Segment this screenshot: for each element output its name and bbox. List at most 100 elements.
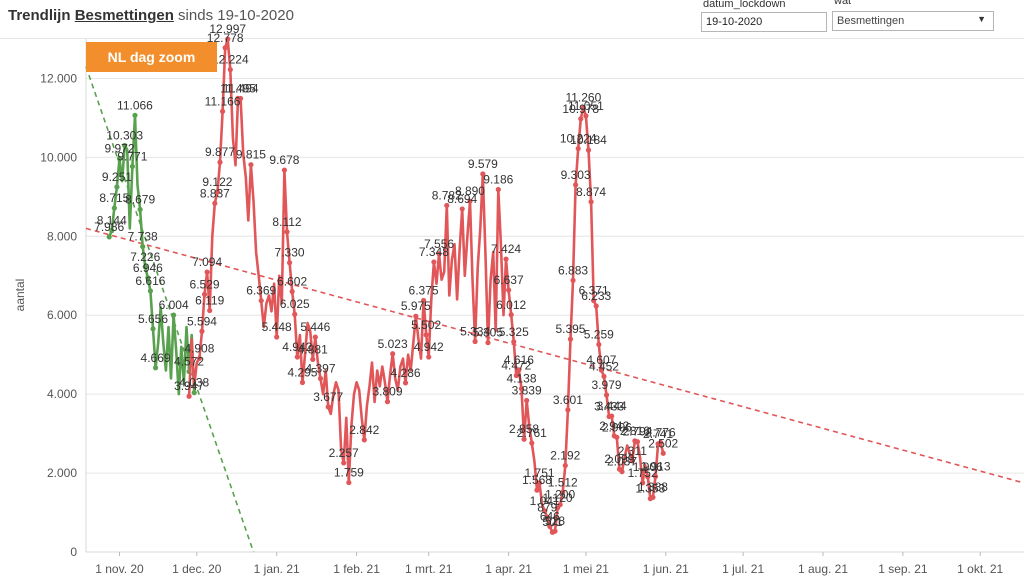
data-point [513, 372, 519, 379]
data-point [137, 206, 143, 213]
data-label: 6.529 [190, 277, 220, 291]
x-axis-ticks: 1 nov. 20 1 dec. 20 1 jan. 21 1 feb. 21 1 mr… [95, 552, 1004, 576]
data-point [325, 404, 331, 410]
data-label: 8.112 [272, 215, 301, 229]
data-label: 10.303 [106, 128, 143, 142]
data-point [111, 205, 117, 211]
data-point [222, 45, 228, 51]
data-point [140, 244, 146, 250]
data-label: 4.881 [298, 342, 328, 356]
data-label: 3.444 [597, 399, 627, 413]
data-point [171, 312, 177, 318]
data-point [299, 379, 306, 386]
wat-select[interactable]: Besmettingen ▼ [832, 11, 994, 31]
data-label: 1.120 [543, 491, 573, 505]
chevron-down-icon[interactable]: ▼ [977, 14, 986, 24]
data-label: 9.251 [102, 170, 132, 184]
data-label: 4.286 [391, 366, 421, 380]
data-label: 4.607 [586, 353, 616, 367]
x-tick-label: 1 dec. 20 [172, 562, 222, 576]
data-label: 3.839 [512, 384, 542, 398]
data-label: 8.715 [99, 191, 129, 205]
data-label: 6.946 [133, 261, 163, 275]
data-label: 4.295 [287, 366, 317, 380]
data-point [214, 189, 221, 195]
data-label: 4.452 [589, 359, 619, 373]
data-label: 5.325 [499, 325, 529, 339]
data-point [426, 354, 432, 360]
title-measure-link[interactable]: Besmettingen [74, 7, 174, 24]
data-point [508, 312, 514, 318]
data-point [575, 145, 581, 152]
trendline [85, 227, 1024, 484]
data-label: 5.395 [555, 322, 585, 336]
trendline [85, 66, 255, 553]
header-bar: Trendlijn Besmettingen sinds 19-10-2020 … [0, 0, 1024, 39]
data-label: 4.038 [179, 376, 209, 390]
data-point [598, 367, 604, 373]
data-label: 6.119 [195, 294, 224, 308]
data-label: 4.472 [501, 359, 531, 373]
data-label: 2.858 [509, 422, 539, 436]
data-point [423, 332, 429, 338]
data-label: 5.975 [401, 299, 431, 313]
x-tick-label: 1 feb. 21 [333, 562, 380, 576]
data-point [294, 354, 300, 360]
data-point [284, 229, 290, 235]
data-point [547, 523, 553, 530]
data-label: 1.041 [530, 494, 560, 508]
data-point [652, 473, 659, 480]
data-label: 1.906 [633, 460, 663, 474]
data-label: 6.004 [159, 298, 189, 312]
data-point [544, 514, 550, 520]
data-point [286, 260, 293, 266]
y-tick-label: 12.000 [40, 71, 77, 85]
data-label: 2.099 [604, 452, 634, 466]
data-label: 6.637 [494, 273, 524, 287]
y-tick-label: 8.000 [47, 229, 77, 243]
y-tick-label: 4.000 [47, 387, 77, 401]
data-point [524, 397, 530, 404]
data-label: 2.794 [622, 425, 652, 439]
data-point [585, 147, 592, 153]
data-label: 3.979 [592, 378, 622, 392]
date-filter-label: datum_lockdown [703, 0, 786, 10]
data-label: 2.906 [602, 420, 632, 434]
data-label: 11.260 [565, 91, 601, 105]
data-point [436, 251, 442, 257]
x-tick-label: 1 aug. 21 [798, 562, 848, 576]
x-tick-label: 1 mrt. 21 [405, 562, 453, 576]
x-tick-label: 1 okt. 21 [957, 562, 1003, 576]
data-label: 5.446 [300, 320, 330, 334]
data-label: 1.752 [628, 466, 658, 480]
data-point [578, 116, 584, 122]
data-point [552, 528, 558, 534]
data-label: 5.594 [187, 314, 217, 328]
data-point [152, 365, 159, 371]
data-label: 7.348 [419, 245, 449, 259]
data-label: 10.978 [562, 102, 599, 116]
data-label: 6.369 [246, 284, 276, 298]
data-label: 2.842 [349, 423, 379, 437]
data-point [384, 399, 391, 405]
data-point [281, 167, 288, 173]
data-label: 11.495 [220, 81, 256, 95]
data-label: 7.986 [94, 220, 124, 234]
data-label: 2.037 [607, 455, 637, 469]
data-point [536, 480, 543, 486]
nl-dag-zoom-button[interactable]: NL dag zoom [86, 42, 217, 72]
data-label: 6.025 [280, 297, 310, 311]
date-lockdown-input[interactable] [701, 12, 827, 32]
data-label: 2.257 [329, 446, 359, 460]
data-point [129, 163, 135, 170]
data-point [402, 380, 409, 386]
y-tick-label: 0 [70, 545, 77, 559]
data-label: 7.226 [130, 250, 160, 264]
data-point [596, 341, 602, 348]
y-tick-label: 10.000 [40, 150, 77, 164]
data-point [109, 228, 115, 234]
data-point [346, 479, 352, 486]
data-point [186, 393, 192, 399]
data-point [196, 355, 202, 361]
